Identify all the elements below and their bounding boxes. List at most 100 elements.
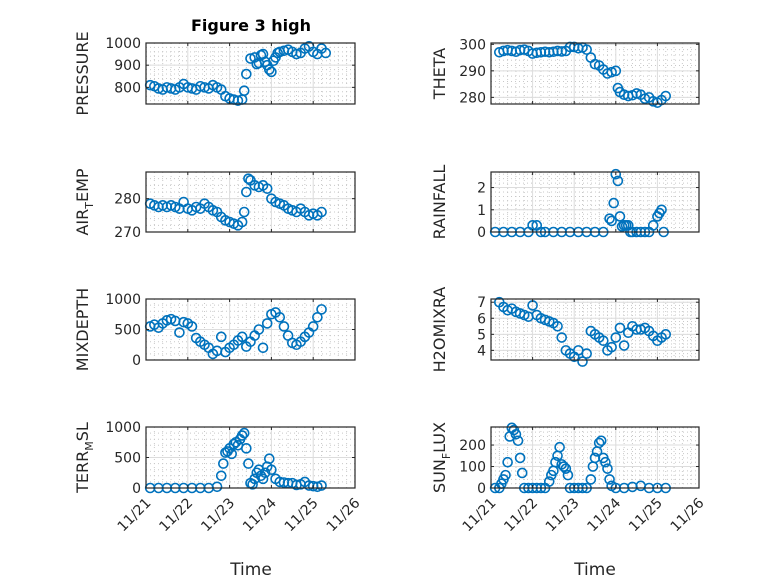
y-tick-label: 0 bbox=[477, 481, 486, 497]
y-axis-label: RAINFALL bbox=[430, 165, 449, 240]
data-point bbox=[577, 356, 588, 367]
y-tick-label: 280 bbox=[459, 90, 486, 106]
y-tick-label: 7 bbox=[477, 295, 486, 311]
x-axis-label-right: Time bbox=[573, 560, 616, 580]
axes-box bbox=[490, 298, 700, 361]
data-point bbox=[264, 453, 275, 465]
data-point bbox=[550, 456, 561, 468]
data-point bbox=[560, 463, 572, 474]
y-axis-label: THETA bbox=[430, 48, 449, 100]
data-point bbox=[593, 437, 605, 449]
data-point bbox=[618, 340, 630, 351]
y-axis-label: TERRMSL bbox=[73, 422, 96, 494]
data-point bbox=[660, 90, 672, 102]
y-tick-label: 0 bbox=[132, 481, 141, 497]
y-axis-label: AIRTEMP bbox=[73, 168, 96, 235]
y-tick-label: 1000 bbox=[105, 292, 141, 308]
data-point bbox=[226, 448, 237, 460]
data-point bbox=[543, 476, 555, 487]
axes-box bbox=[145, 171, 356, 233]
data-point bbox=[259, 467, 271, 479]
data-point bbox=[211, 481, 223, 493]
y-tick-label: 200 bbox=[459, 438, 486, 454]
data-point bbox=[238, 206, 250, 218]
data-point bbox=[500, 469, 511, 481]
data-point bbox=[562, 469, 574, 481]
data-point bbox=[236, 331, 248, 343]
data-point bbox=[556, 332, 568, 343]
data-point bbox=[178, 316, 189, 328]
data-point bbox=[236, 216, 248, 228]
data-point bbox=[215, 470, 227, 482]
y-tick-label: 100 bbox=[459, 460, 486, 476]
y-tick-label: 500 bbox=[114, 323, 141, 339]
data-point bbox=[261, 318, 273, 329]
data-point bbox=[243, 458, 254, 469]
data-point bbox=[516, 467, 528, 479]
data-point bbox=[278, 321, 290, 332]
data-point bbox=[660, 329, 672, 340]
data-point bbox=[232, 95, 244, 106]
data-point bbox=[215, 331, 227, 343]
x-axis-label-left: Time bbox=[229, 560, 272, 580]
data-point bbox=[614, 211, 626, 222]
y-tick-label: 1 bbox=[477, 203, 486, 219]
data-point bbox=[602, 463, 613, 474]
y-tick-label: 900 bbox=[114, 58, 141, 74]
data-point bbox=[291, 48, 302, 60]
y-axis-label: SUNFLUX bbox=[430, 422, 453, 493]
data-point bbox=[261, 183, 273, 194]
y-axis-label: MIXDEPTH bbox=[73, 288, 92, 371]
data-point bbox=[512, 435, 524, 447]
data-point bbox=[241, 443, 252, 454]
y-tick-label: 500 bbox=[114, 451, 141, 467]
data-point bbox=[581, 44, 592, 55]
data-point bbox=[604, 213, 615, 224]
data-point bbox=[502, 456, 513, 468]
y-tick-label: 6 bbox=[477, 311, 486, 327]
y-tick-label: 300 bbox=[459, 37, 486, 53]
data-point bbox=[243, 173, 254, 184]
data-point bbox=[610, 65, 622, 77]
data-point bbox=[266, 464, 277, 476]
subplot-rainfall: 0 1 2 RAINFALL bbox=[430, 165, 700, 241]
data-point bbox=[558, 461, 570, 472]
data-point bbox=[510, 429, 522, 440]
subplot-theta: 280 290 300 THETA bbox=[430, 37, 700, 108]
y-tick-label: 290 bbox=[459, 64, 486, 80]
data-point bbox=[241, 68, 252, 80]
data-point bbox=[514, 452, 526, 464]
data-point bbox=[238, 427, 250, 439]
data-point bbox=[257, 342, 269, 354]
y-tick-label: 1000 bbox=[105, 36, 141, 52]
data-point bbox=[552, 320, 563, 332]
plot-area bbox=[146, 172, 355, 232]
y-tick-label: 4 bbox=[477, 343, 486, 359]
y-tick-label: 270 bbox=[114, 225, 141, 241]
data-point bbox=[186, 321, 198, 332]
data-point bbox=[241, 186, 252, 198]
data-point bbox=[585, 474, 597, 485]
data-point bbox=[614, 322, 626, 334]
data-point bbox=[604, 474, 615, 485]
data-point bbox=[238, 85, 250, 96]
data-point bbox=[245, 53, 256, 64]
figure-title: Figure 3 high bbox=[191, 16, 311, 35]
data-point bbox=[312, 311, 323, 323]
data-point bbox=[606, 215, 617, 227]
axes-box bbox=[490, 426, 700, 489]
data-point bbox=[608, 197, 620, 209]
data-point bbox=[556, 46, 568, 57]
data-point bbox=[316, 304, 327, 315]
data-point bbox=[554, 441, 565, 453]
data-point bbox=[595, 435, 607, 447]
axes-box bbox=[145, 42, 356, 105]
y-axis-label: PRESSURE bbox=[73, 31, 92, 115]
data-point bbox=[257, 473, 269, 485]
data-point bbox=[218, 458, 229, 469]
data-point bbox=[647, 220, 659, 231]
data-point bbox=[612, 175, 624, 187]
data-point bbox=[307, 321, 319, 332]
